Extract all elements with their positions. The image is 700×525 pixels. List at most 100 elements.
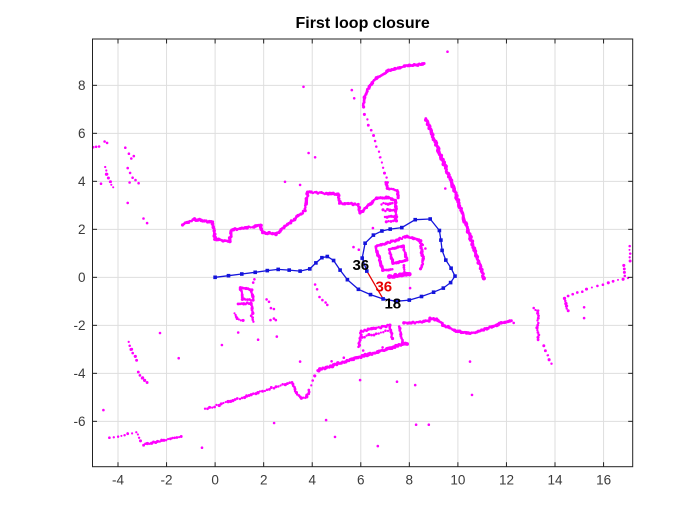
map-scatter-point bbox=[582, 306, 586, 309]
map-scatter-point bbox=[269, 306, 273, 310]
map-scatter-point bbox=[142, 217, 145, 220]
map-scatter-point bbox=[103, 140, 106, 143]
pose-node-marker bbox=[368, 292, 373, 297]
map-scatter-point bbox=[470, 393, 474, 397]
map-scatter-point bbox=[313, 156, 317, 159]
pose-node-marker bbox=[265, 268, 270, 273]
map-scatter-point bbox=[582, 316, 586, 320]
map-scatter-point bbox=[321, 298, 324, 302]
map-scatter-point bbox=[132, 154, 136, 158]
map-scatter-point bbox=[326, 303, 329, 307]
x-tick-label: 8 bbox=[406, 473, 414, 488]
map-scatter-point bbox=[342, 356, 346, 360]
node-id-label: 36 bbox=[375, 279, 392, 296]
map-scatter-point bbox=[302, 85, 305, 89]
map-scatter-point bbox=[134, 178, 137, 182]
lidar-map-points bbox=[91, 50, 632, 450]
node-id-label: 18 bbox=[384, 296, 401, 313]
map-scatter-point bbox=[446, 50, 449, 53]
x-tick-label: 2 bbox=[260, 473, 268, 488]
map-scatter-point bbox=[145, 221, 149, 225]
axes-frame bbox=[92, 38, 634, 468]
y-tick-label: -6 bbox=[73, 414, 85, 429]
pose-node-marker bbox=[380, 229, 384, 233]
map-scatter-point bbox=[256, 338, 260, 342]
map-scatter-point bbox=[137, 181, 140, 185]
map-scatter-point bbox=[424, 247, 427, 250]
map-scatter-point bbox=[444, 187, 447, 190]
map-scatter-point bbox=[130, 157, 133, 160]
pose-node-marker bbox=[440, 248, 444, 253]
pose-node-marker bbox=[226, 273, 231, 278]
map-scatter-point bbox=[97, 145, 101, 148]
pose-node-marker bbox=[363, 241, 367, 245]
pose-node-marker bbox=[320, 255, 324, 260]
pose-node-marker bbox=[356, 287, 361, 292]
map-scatter-point bbox=[330, 360, 333, 363]
node-id-label: 36 bbox=[352, 257, 369, 274]
map-scatter-point bbox=[307, 151, 310, 155]
map-scatter-point bbox=[421, 243, 425, 247]
pose-node-marker bbox=[287, 268, 291, 272]
gridlines bbox=[92, 39, 633, 467]
x-tick-label: 10 bbox=[450, 473, 465, 488]
pose-node-marker bbox=[388, 227, 392, 231]
pose-node-marker bbox=[419, 294, 424, 299]
map-scatter-point bbox=[376, 444, 380, 448]
robot-trajectory bbox=[213, 217, 457, 304]
map-scatter-point bbox=[381, 346, 384, 349]
map-scatter-point bbox=[269, 318, 272, 322]
pose-node-marker bbox=[371, 233, 376, 237]
map-scatter-point bbox=[358, 378, 362, 382]
map-scatter-point bbox=[127, 152, 131, 155]
pose-node-marker bbox=[331, 258, 336, 263]
pose-node-marker bbox=[439, 238, 443, 242]
map-scatter-point bbox=[408, 286, 412, 290]
map-scatter-point bbox=[272, 421, 276, 425]
plot-title: First loop closure bbox=[295, 15, 429, 32]
pose-node-marker bbox=[253, 270, 257, 275]
map-scatter-point bbox=[220, 343, 224, 347]
map-scatter-point bbox=[236, 331, 240, 334]
map-scatter-point bbox=[126, 201, 129, 205]
map-scatter-point bbox=[324, 301, 327, 304]
x-tick-label: -4 bbox=[112, 473, 124, 488]
map-scatter-point bbox=[94, 145, 98, 149]
pose-node-marker bbox=[441, 286, 446, 290]
map-scatter-point bbox=[512, 321, 515, 325]
map-scatter-point bbox=[427, 423, 431, 427]
map-scatter-point bbox=[99, 182, 103, 185]
y-tick-label: -4 bbox=[73, 366, 85, 381]
pose-node-marker bbox=[400, 225, 404, 230]
map-scatter-point bbox=[318, 295, 321, 299]
pose-node-marker bbox=[298, 269, 302, 273]
x-tick-label: 0 bbox=[211, 473, 219, 488]
map-scatter-point bbox=[350, 88, 354, 92]
map-scatter-point bbox=[357, 248, 361, 251]
map-scatter-point bbox=[267, 300, 271, 304]
map-scatter-point bbox=[413, 383, 417, 387]
y-tick-label: 6 bbox=[78, 126, 86, 141]
map-scatter-point bbox=[128, 171, 132, 175]
x-tick-label: 6 bbox=[357, 473, 365, 488]
map-scatter-point bbox=[274, 318, 278, 322]
pose-node-marker bbox=[448, 280, 453, 285]
pose-node-marker bbox=[449, 266, 453, 270]
map-scatter-point bbox=[253, 278, 256, 281]
pose-node-marker bbox=[437, 228, 442, 233]
tick-labels: -4 -2 0 2 4 6 8 10 12 14 16 -6 -4 -2 0 2 4 6 8 bbox=[73, 78, 611, 488]
map-scatter-point bbox=[200, 446, 204, 450]
map-scatter-point bbox=[128, 181, 131, 184]
pose-node-marker bbox=[325, 254, 330, 259]
pose-node-marker bbox=[428, 217, 432, 221]
map-scatter-point bbox=[283, 180, 287, 184]
x-tick-label: 14 bbox=[547, 473, 563, 488]
map-scatter-point bbox=[124, 146, 127, 149]
y-tick-label: 2 bbox=[78, 222, 86, 237]
map-scatter-point bbox=[177, 356, 180, 360]
map-scatter-point bbox=[272, 307, 276, 311]
map-scatter-point bbox=[315, 288, 319, 291]
pose-node-marker bbox=[381, 297, 385, 301]
